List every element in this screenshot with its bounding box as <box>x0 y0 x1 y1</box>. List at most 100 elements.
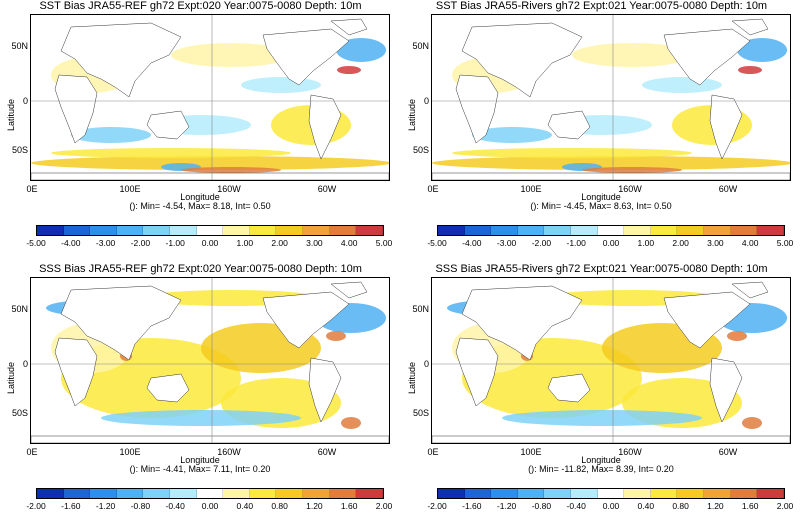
xtick-160w: 160W <box>217 447 241 457</box>
bias-region <box>31 156 389 170</box>
bias-region <box>642 77 722 93</box>
bias-region <box>572 43 692 67</box>
landmass <box>461 285 583 361</box>
colorbar-swatch <box>356 226 383 235</box>
ytick-50s: 50S <box>412 408 429 418</box>
colorbar-swatch <box>624 226 651 235</box>
panel-sss-ref: SSS Bias JRA55-REF gh72 Expt:020 Year:00… <box>0 263 401 526</box>
colorbar-swatch <box>223 226 250 235</box>
xtick-100e: 100E <box>520 184 542 194</box>
colorbar-swatch <box>491 226 518 235</box>
colorbar-swatch <box>677 489 705 498</box>
colorbar-tick-label: 0.80 <box>672 501 689 511</box>
stats-text: (): Min= -4.41, Max= 7.11, Int= 0.20 <box>129 464 271 474</box>
colorbar-swatch <box>303 226 330 235</box>
colorbar-swatch <box>650 226 678 235</box>
colorbar-tick-label: -1.60 <box>462 501 482 511</box>
ytick-50n: 50N <box>412 41 429 51</box>
colorbar-swatch <box>249 226 277 235</box>
landmass <box>547 110 591 140</box>
landmass <box>262 28 350 86</box>
map-canvas <box>432 278 790 443</box>
colorbar-tick-label: -1.20 <box>95 501 116 511</box>
colorbar-tick-label: -2.00 <box>531 238 552 248</box>
bias-region <box>181 167 281 173</box>
colorbar-tick-label: -0.80 <box>130 501 151 511</box>
panel-sst-ref: SST Bias JRA55-REF gh72 Expt:020 Year:00… <box>0 0 401 263</box>
colorbar-swatch <box>249 489 277 498</box>
colorbar-tick-label: 0.40 <box>236 501 254 511</box>
colorbar-tick-label: 0.00 <box>201 238 219 248</box>
colorbar-tick-label: 0.00 <box>201 501 219 511</box>
colorbar-swatch <box>464 226 492 235</box>
colorbar-swatch <box>757 226 784 235</box>
ytick-50s: 50S <box>11 145 28 155</box>
colorbar-swatch <box>303 489 330 498</box>
colorbar-tick-label: 2.00 <box>375 501 393 511</box>
bias-region <box>341 417 361 429</box>
ytick-0: 0 <box>22 96 28 106</box>
xtick-100e: 100E <box>119 447 141 457</box>
colorbar-swatch <box>116 489 144 498</box>
colorbar-swatch <box>464 489 492 498</box>
panel-title: SST Bias JRA55-Rivers gh72 Expt:021 Year… <box>435 0 768 12</box>
bias-region <box>738 66 762 74</box>
panel-title: SSS Bias JRA55-REF gh72 Expt:020 Year:00… <box>39 263 362 275</box>
x-axis-label: Longitude <box>581 455 621 465</box>
bias-region <box>742 417 762 429</box>
map-canvas <box>31 15 389 180</box>
ytick-50n: 50N <box>11 41 28 51</box>
colorbar-swatch <box>757 489 784 498</box>
bias-region <box>737 38 787 62</box>
bias-region <box>472 127 552 143</box>
colorbar-tick-label: 0.00 <box>602 238 620 248</box>
bias-region <box>727 331 747 341</box>
landmass <box>709 94 743 160</box>
colorbar-swatch <box>90 226 117 235</box>
landmass <box>330 18 368 36</box>
xtick-160w: 160W <box>618 447 642 457</box>
colorbar-tick-label: 0.00 <box>602 501 620 511</box>
colorbar-swatch <box>143 489 171 498</box>
ytick-50n: 50N <box>412 304 429 314</box>
colorbar-tick-label: 4.00 <box>741 238 759 248</box>
colorbar-swatch <box>143 226 171 235</box>
panel-sss-rivers: SSS Bias JRA55-Rivers gh72 Expt:021 Year… <box>401 263 802 526</box>
colorbar-tick-label: -0.80 <box>531 501 552 511</box>
xtick-60w: 60W <box>317 447 337 457</box>
colorbar-swatch <box>170 226 197 235</box>
bias-region <box>101 410 301 426</box>
xtick-60w: 60W <box>718 447 738 457</box>
colorbar-tick-label: 2.00 <box>672 238 689 248</box>
bias-region <box>582 167 682 173</box>
bias-region <box>326 331 346 341</box>
landmass <box>432 435 790 443</box>
xtick-0e: 0E <box>427 184 439 194</box>
colorbar-tick-label: 3.00 <box>707 238 724 248</box>
colorbar-tick-label: -3.00 <box>496 238 517 248</box>
colorbar-tick-label: -1.00 <box>165 238 185 248</box>
bias-region <box>51 148 291 158</box>
landmass <box>663 291 751 349</box>
colorbar-tick-label: -2.00 <box>427 501 447 511</box>
ytick-50s: 50S <box>11 408 28 418</box>
colorbar-ticks: -5.00 -4.00 -3.00 -2.00 -1.00 0.00 1.00 2.00 3.0… <box>427 238 793 250</box>
colorbar-tick-label: 2.00 <box>776 501 794 511</box>
colorbar-tick-label: -0.40 <box>165 501 185 511</box>
colorbar-swatch <box>597 489 625 498</box>
colorbar-tick-label: -1.60 <box>61 501 81 511</box>
stats-text: (): Min= -4.54, Max= 8.18, Int= 0.50 <box>129 201 271 211</box>
colorbar-swatch <box>116 226 144 235</box>
xtick-100e: 100E <box>119 184 141 194</box>
colorbar-swatch <box>37 489 64 498</box>
colorbar-tick-label: 0.80 <box>271 501 288 511</box>
colorbar-swatch <box>196 489 224 498</box>
colorbar-tick-label: -3.00 <box>95 238 116 248</box>
landmass <box>31 172 389 180</box>
colorbar-tick-label: -5.00 <box>427 238 447 248</box>
colorbar-tick-label: -4.00 <box>61 238 81 248</box>
colorbar-swatch <box>517 489 545 498</box>
colorbar-tick-label: 3.00 <box>306 238 323 248</box>
colorbar-swatch <box>730 226 758 235</box>
colorbar-tick-label: 1.20 <box>707 501 724 511</box>
